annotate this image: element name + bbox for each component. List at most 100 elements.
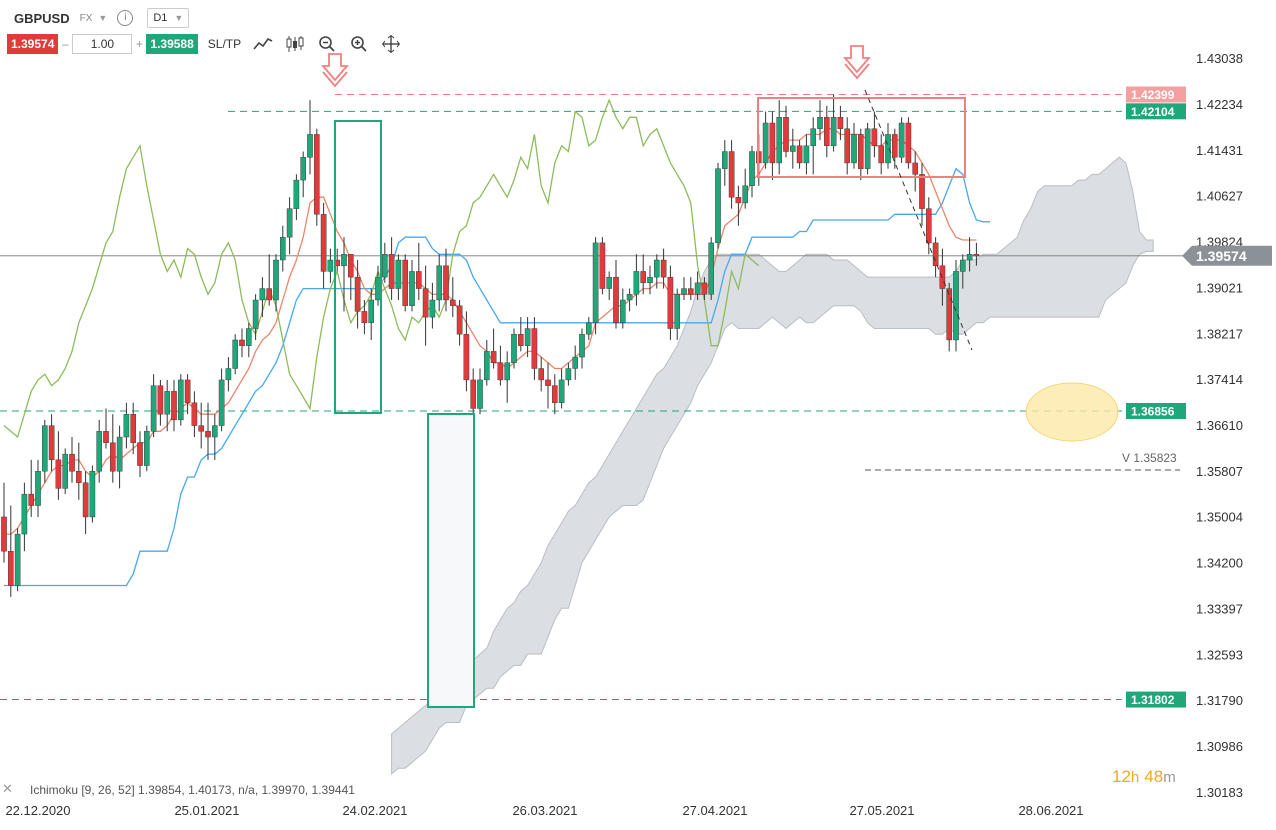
- indicator-legend: ✕ Ichimoku [9, 26, 52] 1.39854, 1.40173,…: [2, 781, 355, 797]
- candle-body: [14, 533, 21, 586]
- candle-body: [919, 174, 925, 209]
- candle: [966, 237, 973, 272]
- candlestick-icon[interactable]: [285, 34, 305, 54]
- candle: [402, 254, 409, 312]
- candle-body: [409, 271, 415, 306]
- candle-body: [858, 134, 864, 169]
- countdown-hours: 12: [1112, 767, 1131, 786]
- buy-button[interactable]: 1.39588: [146, 34, 198, 54]
- candle: [531, 317, 538, 380]
- candle: [742, 168, 748, 209]
- candle: [137, 431, 143, 477]
- candle-body: [252, 299, 259, 329]
- candle: [341, 237, 347, 312]
- indicator-remove-icon[interactable]: ✕: [2, 781, 13, 796]
- candle-body: [973, 254, 980, 257]
- sltp-button[interactable]: SL/TP: [207, 37, 242, 51]
- symbol-name[interactable]: GBPUSD: [14, 10, 70, 26]
- candle-countdown: 12h 48m: [1112, 767, 1176, 786]
- candle-body: [660, 259, 667, 278]
- candle-body: [613, 276, 619, 324]
- candle: [150, 374, 157, 438]
- candle: [579, 328, 585, 369]
- candle: [89, 465, 96, 523]
- down-arrow-icon: [321, 53, 349, 82]
- tenkan-line: [4, 128, 977, 535]
- candle: [252, 294, 259, 340]
- candle-body: [436, 265, 443, 301]
- zoom-out-icon[interactable]: [317, 34, 337, 54]
- candle-body: [878, 145, 884, 164]
- candle-body: [490, 351, 497, 363]
- candle: [892, 128, 898, 169]
- candle: [790, 128, 796, 169]
- quantity-input[interactable]: 1.00: [72, 34, 133, 54]
- candle: [422, 265, 429, 346]
- candle: [28, 459, 35, 517]
- candle-body: [830, 117, 837, 147]
- candle: [735, 185, 742, 226]
- symbol-dropdown-icon[interactable]: ▼: [98, 13, 108, 23]
- candle-body: [137, 442, 143, 466]
- candle-body: [429, 299, 436, 318]
- candle-body: [932, 242, 939, 266]
- crosshair-icon[interactable]: [381, 34, 401, 54]
- candle-body: [191, 402, 198, 426]
- candle-body: [150, 385, 157, 432]
- line-chart-icon[interactable]: [253, 34, 273, 54]
- candle-body: [55, 459, 62, 489]
- candle: [905, 117, 912, 169]
- candle: [116, 425, 123, 489]
- candle-body: [844, 128, 850, 164]
- candle-body: [572, 356, 578, 369]
- candle-body: [626, 294, 633, 301]
- candle-body: [654, 259, 660, 278]
- candle: [946, 282, 952, 352]
- price-tick-label: 1.39824: [1196, 235, 1243, 250]
- time-axis: 22.12.2020 25.01.2021 24.02.2021 26.03.2021…: [5, 803, 1083, 818]
- price-tick-label: 1.38217: [1196, 326, 1243, 341]
- candle: [463, 311, 470, 392]
- candle: [830, 94, 837, 152]
- info-icon[interactable]: i: [117, 10, 134, 26]
- candle: [75, 442, 82, 500]
- candle: [545, 362, 551, 409]
- candle-body: [42, 425, 48, 472]
- level-tag: [1126, 86, 1186, 103]
- zoom-in-icon[interactable]: [349, 34, 369, 54]
- candle: [518, 317, 524, 352]
- candle: [205, 402, 211, 460]
- candle-body: [837, 117, 844, 129]
- candle-body: [280, 236, 286, 261]
- candle: [620, 288, 626, 329]
- candle-body: [96, 431, 102, 472]
- candle: [191, 391, 198, 438]
- candle: [123, 402, 130, 449]
- cloud-area: [391, 156, 1154, 775]
- sell-button[interactable]: 1.39574: [7, 34, 59, 54]
- quantity-decrease-button[interactable]: –: [62, 37, 69, 51]
- candle-body: [62, 453, 68, 489]
- quantity-increase-button[interactable]: +: [135, 37, 143, 51]
- candle-body: [103, 431, 109, 443]
- candle: [796, 140, 803, 169]
- price-tick-label: 1.31790: [1196, 693, 1243, 708]
- candle-body: [817, 117, 823, 129]
- price-tick-label: 1.35807: [1196, 464, 1243, 479]
- candle: [14, 528, 21, 592]
- toolbar-row-symbol: GBPUSD FX ▼ i D1 ▼: [0, 6, 190, 30]
- countdown-minutes: 48: [1144, 767, 1163, 786]
- candle: [300, 151, 307, 198]
- level-tag: [1126, 402, 1186, 419]
- candle-body: [524, 328, 531, 346]
- candle-body: [803, 145, 810, 164]
- down-arrow-chevron: [844, 63, 870, 80]
- level-label: 1.42104: [1131, 105, 1175, 119]
- candle: [388, 237, 395, 300]
- candle: [919, 162, 925, 226]
- annotations: [321, 45, 1119, 708]
- timeframe-select[interactable]: D1 ▼: [147, 8, 190, 28]
- price-tick-label: 1.33397: [1196, 601, 1243, 616]
- candle-body: [320, 214, 327, 272]
